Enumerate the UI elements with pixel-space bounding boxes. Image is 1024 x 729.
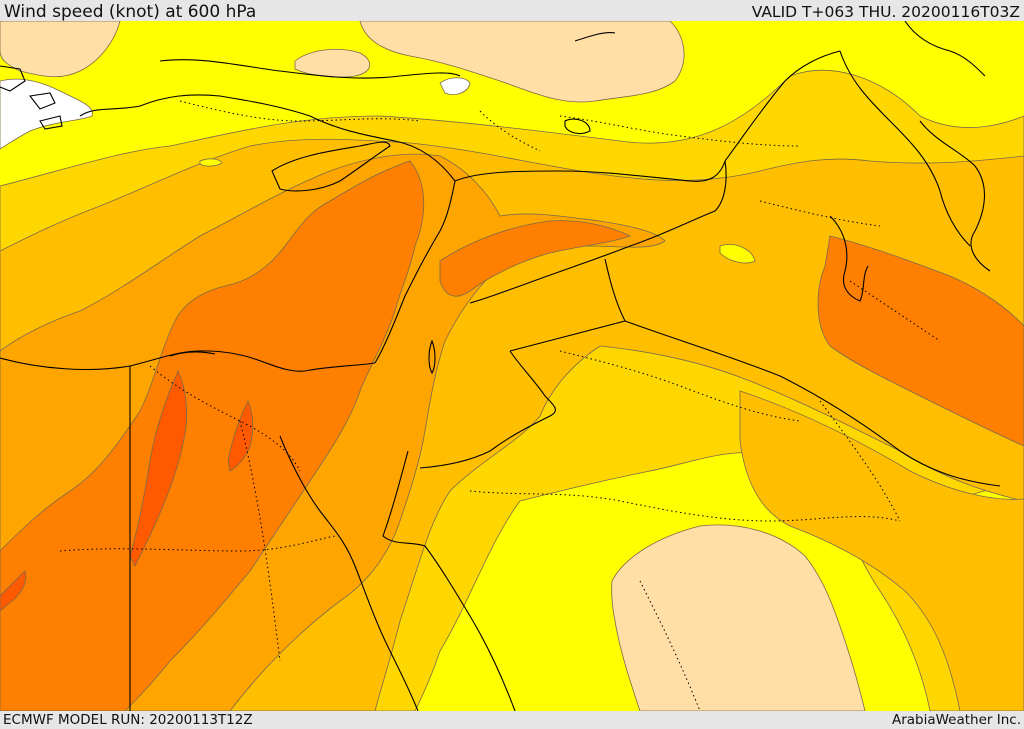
model-run: ECMWF MODEL RUN: 20200113T12Z (3, 712, 253, 728)
map-title: Wind speed (knot) at 600 hPa (4, 2, 257, 22)
band-deep-orange-east (817, 235, 1024, 447)
country-borders (129, 50, 1001, 711)
coast-north-africa (0, 350, 376, 372)
band-yellow-pocket-1 (719, 244, 756, 264)
band-yellow-pocket-2 (199, 158, 223, 167)
band-peach-north (359, 21, 685, 103)
wind-speed-map (0, 21, 1024, 711)
border-turkey-syria (454, 160, 726, 182)
band-peach-northwest (0, 21, 121, 78)
band-amber-southeast (739, 390, 1024, 711)
coast-black-sea (159, 59, 461, 79)
band-jet-core-southwest (0, 570, 27, 612)
coast-gulf-of-suez (279, 435, 419, 711)
band-jet-core-small (227, 400, 254, 472)
coast-cyprus (271, 141, 391, 192)
band-white-blob (439, 77, 471, 95)
coast-marmara (574, 32, 616, 42)
border-saudi-iraq (624, 320, 1001, 487)
header-bar: Wind speed (knot) at 600 hPa VALID T+063… (0, 0, 1024, 22)
coast-lake-van (564, 118, 591, 135)
coast-gulf-of-aqaba (382, 450, 516, 711)
border-iran-iraq (839, 50, 971, 247)
coastlines (0, 21, 991, 711)
footer-bar: ECMWF MODEL RUN: 20200113T12Z ArabiaWeat… (0, 711, 1024, 729)
admin-boundaries (59, 100, 941, 711)
border-syria-iraq (469, 160, 727, 304)
coast-persian-gulf (829, 215, 869, 302)
coast-greek-islands (0, 65, 63, 130)
coast-levant (374, 180, 456, 364)
coast-turkey-south (79, 94, 456, 182)
band-deep-orange (0, 160, 425, 711)
border-jordan-iraq (509, 258, 626, 352)
band-peach-south (611, 524, 866, 711)
coast-dead-sea (428, 339, 436, 375)
valid-time: VALID T+063 THU. 20200116T03Z (751, 3, 1020, 21)
coast-iran-west (919, 120, 991, 272)
band-white-aegean (0, 78, 93, 150)
credit: ArabiaWeather Inc. (891, 712, 1021, 728)
band-deep-orange-levant (439, 220, 632, 297)
coast-caspian (904, 21, 986, 77)
band-jet-core (129, 370, 187, 567)
coast-nile-lakes (169, 351, 216, 357)
border-saudi-jordan (419, 350, 556, 469)
